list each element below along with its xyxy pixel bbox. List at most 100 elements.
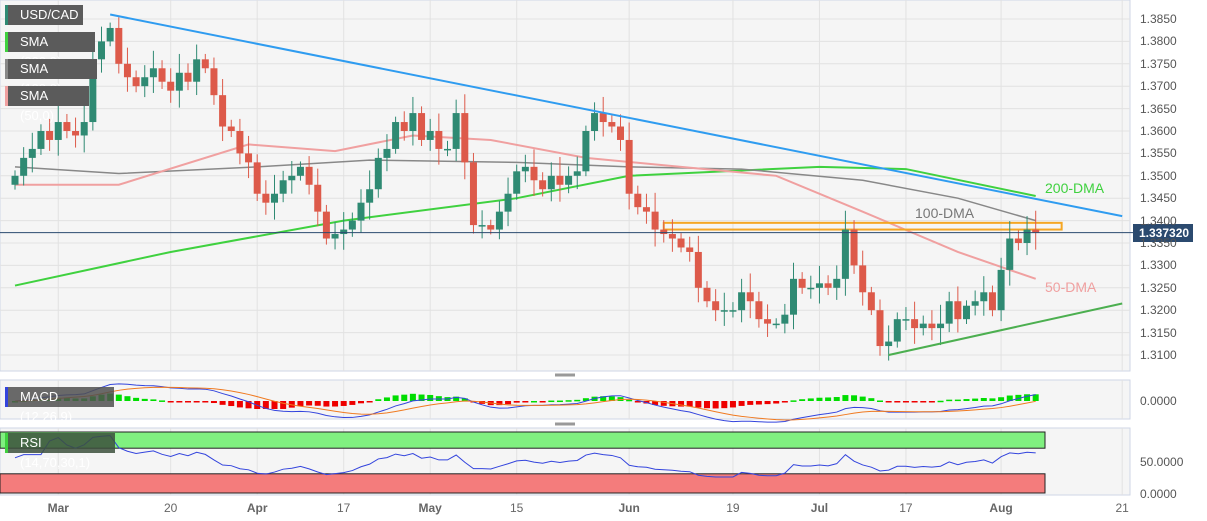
legend-sma200[interactable]: SMA (200,0) <box>5 32 95 69</box>
candle-down <box>63 122 71 131</box>
candle-up <box>573 171 581 176</box>
macd-histogram-bar <box>522 401 529 403</box>
candle-down <box>686 247 694 252</box>
sma-200-line <box>14 165 1036 287</box>
macd-histogram-bar <box>851 395 858 401</box>
macd-histogram-bar <box>531 400 537 403</box>
candle-down <box>262 193 270 203</box>
candle-up <box>98 41 105 60</box>
candle-down <box>219 95 227 127</box>
macd-histogram-bar <box>652 401 659 405</box>
candle-up <box>980 292 988 302</box>
macd-histogram-bar <box>401 394 408 401</box>
macd-histogram-bar <box>911 401 918 403</box>
candle-down <box>660 229 668 235</box>
candle-down <box>530 166 538 181</box>
candle-down <box>227 126 235 131</box>
candle-down <box>859 265 867 293</box>
macd-histogram-bar <box>998 397 1005 401</box>
candle-down <box>928 323 936 329</box>
macd-histogram-bar <box>704 401 710 409</box>
macd-histogram-bar <box>928 401 935 403</box>
macd-histogram-bar <box>548 400 555 403</box>
macd-histogram-bar <box>366 401 373 403</box>
macd-histogram-bar <box>219 401 226 405</box>
macd-histogram-bar <box>868 398 875 401</box>
candle-down <box>487 225 495 230</box>
legend-rsi[interactable]: RSI (14,70,30,1) <box>5 433 115 470</box>
macd-histogram-bar <box>799 399 806 401</box>
macd-histogram-bar <box>314 401 321 406</box>
candle-down <box>867 292 875 311</box>
candle-down <box>634 193 642 208</box>
price-panel <box>0 0 1131 372</box>
macd-histogram-bar <box>375 399 382 401</box>
macd-histogram-bar <box>877 400 883 402</box>
x-tick-label: 17 <box>899 501 913 515</box>
macd-histogram-bar <box>963 399 970 401</box>
legend-macd[interactable]: MACD (12,26,9) <box>5 387 114 424</box>
candle-up <box>937 323 945 329</box>
macd-histogram-bar <box>582 398 589 401</box>
legend-sma100[interactable]: SMA (100,0) <box>5 59 97 96</box>
macd-histogram-bar <box>262 401 269 409</box>
candle-up <box>781 314 789 324</box>
y-tick-label: 1.3450 <box>1140 191 1177 206</box>
legend-symbol[interactable]: USD/CAD <box>5 5 83 25</box>
candle-down <box>988 292 996 311</box>
candle-down <box>418 113 426 140</box>
trendline-support <box>888 302 1123 356</box>
macd-histogram-bar <box>755 401 762 405</box>
x-tick-label: Jun <box>618 501 640 515</box>
macd-histogram-bar <box>764 401 771 405</box>
macd-histogram-bar <box>306 401 313 406</box>
macd-histogram-bar <box>150 399 157 401</box>
candle-down <box>911 319 919 329</box>
macd-histogram-bar <box>358 401 364 404</box>
candle-up <box>141 77 149 87</box>
macd-axis-label: 0.0000 <box>1140 394 1177 408</box>
y-tick-label: 1.3800 <box>1140 34 1177 49</box>
macd-histogram-bar <box>920 401 927 403</box>
candle-up <box>504 193 512 212</box>
y-tick-label: 1.3300 <box>1140 258 1177 273</box>
candle-down <box>469 162 477 226</box>
macd-histogram-bar <box>989 398 996 401</box>
y-tick-label: 1.3550 <box>1140 146 1177 161</box>
rsi-axis-label-0: 0.0000 <box>1140 487 1177 501</box>
y-tick-label: 1.3600 <box>1140 124 1177 138</box>
candle-up <box>495 211 503 230</box>
rsi-axis-label-50: 50.0000 <box>1140 455 1184 469</box>
macd-histogram-bar <box>176 401 183 403</box>
macd-histogram-bar <box>141 398 148 401</box>
candle-up <box>37 131 45 149</box>
candle-down <box>184 72 192 82</box>
legend-sma50[interactable]: SMA (50,0) <box>5 86 89 123</box>
x-tick-label: 15 <box>510 501 524 515</box>
candle-up <box>997 269 1005 311</box>
candle-down <box>798 278 806 288</box>
x-tick-label: Aug <box>989 501 1013 515</box>
candle-up <box>1006 238 1014 270</box>
candle-up <box>513 171 521 194</box>
candle-down <box>876 310 884 347</box>
macd-histogram-bar <box>245 401 252 409</box>
candle-up <box>357 202 365 221</box>
macd-histogram-bar <box>193 401 200 403</box>
macd-histogram-bar <box>461 398 468 401</box>
candle-down <box>694 251 702 288</box>
candle-down <box>201 59 209 69</box>
macd-histogram-bar <box>427 394 434 401</box>
macd-histogram-bar <box>712 401 719 409</box>
candle-down <box>1014 238 1022 243</box>
candle-down <box>954 301 962 320</box>
label-100-dma: 100-DMA <box>915 205 975 221</box>
macd-histogram-bar <box>660 401 667 406</box>
candle-up <box>444 148 451 151</box>
macd-histogram-bar <box>409 393 416 401</box>
candle-up <box>790 278 797 315</box>
macd-histogram-bar <box>885 401 892 403</box>
macd-histogram-bar <box>608 396 615 401</box>
macd-histogram-bar <box>574 399 581 402</box>
